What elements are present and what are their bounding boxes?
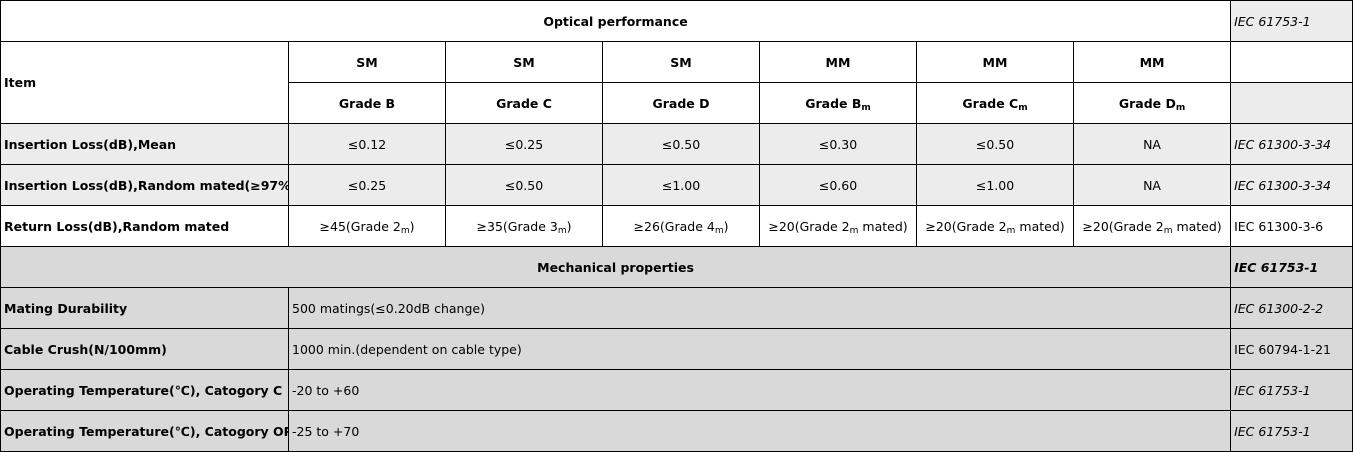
row-item: Return Loss(dB),Random mated — [0, 205, 289, 247]
value-cell: ≤0.60 — [759, 164, 917, 206]
value-cell: ≤0.30 — [759, 123, 917, 165]
table-row: Cable Crush(N/100mm) 1000 min.(dependent… — [0, 328, 1353, 370]
row-item: Cable Crush(N/100mm) — [0, 328, 289, 370]
fiber-type-cell: SM — [602, 41, 760, 83]
grade-cell: Grade D — [602, 82, 760, 124]
mechanical-section-row: Mechanical properties IEC 61753-1 — [0, 246, 1353, 288]
row-item: Operating Temperature(℃), Catogory C — [0, 369, 289, 411]
value-cell: 1000 min.(dependent on cable type) — [287, 328, 1232, 370]
table-row: Insertion Loss(dB),Mean ≤0.12 ≤0.25 ≤0.5… — [0, 123, 1353, 165]
value-cell: ≤0.50 — [445, 164, 603, 206]
value-cell: ≤0.12 — [288, 123, 446, 165]
optical-section-standard: IEC 61753-1 — [1230, 0, 1353, 42]
row-item: Insertion Loss(dB),Random mated(≥97%) — [0, 164, 289, 206]
mechanical-section-title: Mechanical properties — [0, 246, 1232, 288]
value-cell: -25 to +70 — [287, 410, 1232, 452]
table-row: Return Loss(dB),Random mated ≥45(Grade 2… — [0, 205, 1353, 247]
row-item: Operating Temperature(℃), Catogory OP — [0, 410, 289, 452]
value-cell: ≤1.00 — [602, 164, 760, 206]
row-item: Mating Durability — [0, 287, 289, 329]
value-cell: ≥35(Grade 3m) — [445, 205, 603, 247]
value-cell: ≥20(Grade 2m mated) — [916, 205, 1074, 247]
value-cell: ≤0.25 — [445, 123, 603, 165]
standard-cell: IEC 61300-2-2 — [1230, 287, 1353, 329]
standard-cell: IEC 61300-3-34 — [1230, 123, 1353, 165]
grade-cell: Grade Cm — [916, 82, 1074, 124]
standard-cell: IEC 61300-3-34 — [1230, 164, 1353, 206]
value-cell: ≥45(Grade 2m) — [288, 205, 446, 247]
standard-cell: IEC 61753-1 — [1230, 410, 1353, 452]
fiber-type-cell: MM — [916, 41, 1074, 83]
grade-cell: Grade C — [445, 82, 603, 124]
value-cell: 500 matings(≤0.20dB change) — [287, 287, 1232, 329]
value-cell: NA — [1072, 164, 1232, 206]
fiber-type-header-row: Item SM SM SM MM MM MM — [0, 41, 1353, 124]
optical-section-title: Optical performance — [0, 0, 1232, 42]
grade-cell: Grade Bm — [759, 82, 917, 124]
empty-standard-cell — [1230, 41, 1353, 83]
empty-standard-cell — [1230, 82, 1353, 124]
value-cell: -20 to +60 — [287, 369, 1232, 411]
grade-cell: Grade Dm — [1072, 82, 1232, 124]
value-cell: ≥20(Grade 2m mated) — [1072, 205, 1232, 247]
table-row: Operating Temperature(℃), Catogory C -20… — [0, 369, 1353, 411]
value-cell: ≤1.00 — [916, 164, 1074, 206]
value-cell: ≤0.50 — [602, 123, 760, 165]
value-cell: ≥26(Grade 4m) — [602, 205, 760, 247]
grade-header-row: Grade B Grade C Grade D Grade Bm Grade C… — [1, 82, 1353, 124]
table-row: Insertion Loss(dB),Random mated(≥97%) ≤0… — [0, 164, 1353, 206]
standard-cell: IEC 60794-1-21 — [1230, 328, 1353, 370]
standard-cell: IEC 61300-3-6 — [1230, 205, 1353, 247]
fiber-type-cell: MM — [759, 41, 917, 83]
table-row: Operating Temperature(℃), Catogory OP -2… — [0, 410, 1353, 452]
value-cell: ≤0.25 — [288, 164, 446, 206]
fiber-type-cell: MM — [1072, 41, 1232, 83]
standard-cell: IEC 61753-1 — [1230, 369, 1353, 411]
value-cell: NA — [1072, 123, 1232, 165]
row-item: Insertion Loss(dB),Mean — [0, 123, 289, 165]
value-cell: ≥20(Grade 2m mated) — [759, 205, 917, 247]
fiber-type-cell: SM — [288, 41, 446, 83]
fiber-type-cell: SM — [445, 41, 603, 83]
table-row: Mating Durability 500 matings(≤0.20dB ch… — [0, 287, 1353, 329]
value-cell: ≤0.50 — [916, 123, 1074, 165]
optical-section-row: Optical performance IEC 61753-1 — [0, 0, 1353, 42]
item-header: Item — [0, 41, 289, 124]
mechanical-section-standard: IEC 61753-1 — [1230, 246, 1353, 288]
grade-cell: Grade B — [288, 82, 446, 124]
